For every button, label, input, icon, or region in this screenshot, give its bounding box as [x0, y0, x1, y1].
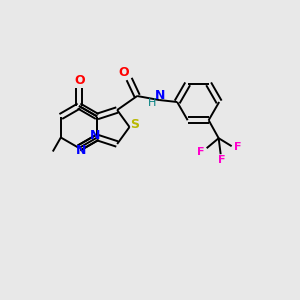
Text: N: N: [90, 129, 101, 142]
Text: O: O: [119, 65, 130, 79]
Text: F: F: [234, 142, 242, 152]
Text: H: H: [148, 98, 156, 108]
Text: F: F: [197, 147, 204, 157]
Text: N: N: [76, 145, 86, 158]
Text: O: O: [75, 74, 85, 88]
Text: F: F: [218, 155, 225, 165]
Text: N: N: [155, 88, 165, 101]
Text: S: S: [130, 118, 139, 131]
